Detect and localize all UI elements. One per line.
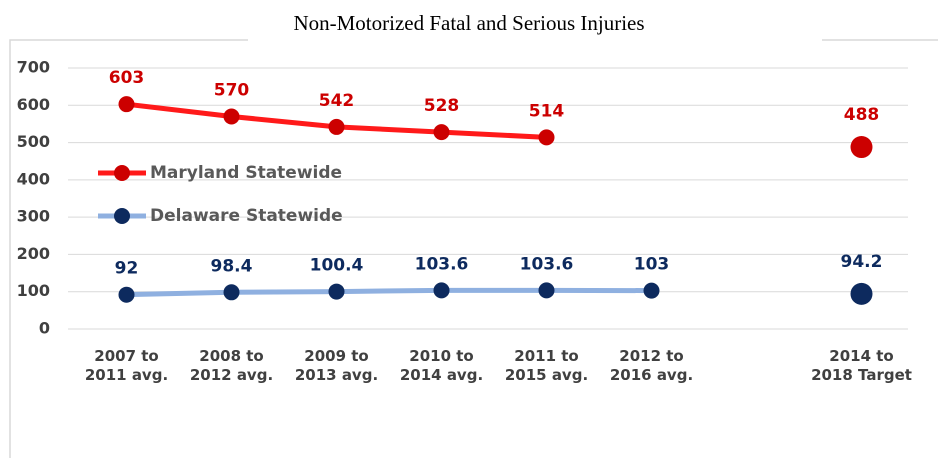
x-tick-label: 2007 to 2011 avg. (85, 347, 168, 384)
x-tick-label: 2010 to 2014 avg. (400, 347, 483, 384)
data-label: 103.6 (415, 254, 469, 274)
y-tick-label: 700 (17, 58, 50, 77)
legend-marker (114, 208, 130, 224)
x-tick-label: 2012 to 2016 avg. (610, 347, 693, 384)
x-tick-label: 2008 to 2012 avg. (190, 347, 273, 384)
data-point (850, 282, 873, 305)
x-tick-label: 2009 to 2013 avg. (295, 347, 378, 384)
y-tick-label: 100 (17, 281, 50, 300)
y-tick-label: 0 (39, 319, 50, 338)
data-label: 103 (634, 255, 670, 275)
data-point (118, 96, 135, 113)
x-tick-label: 2011 to 2015 avg. (505, 347, 588, 384)
data-label: 94.2 (841, 252, 883, 272)
data-point (850, 136, 873, 159)
data-point (538, 282, 555, 299)
x-tick-label: 2014 to 2018 Target (811, 347, 912, 384)
data-label: 514 (529, 101, 565, 121)
data-point (223, 284, 240, 301)
data-point (433, 282, 450, 299)
legend-marker (114, 165, 130, 181)
chart-title: Non-Motorized Fatal and Serious Injuries (293, 11, 644, 35)
data-point (328, 118, 345, 135)
data-label: 103.6 (520, 254, 574, 274)
data-label: 542 (319, 91, 355, 111)
y-tick-label: 300 (17, 207, 50, 226)
data-label: 528 (424, 96, 460, 116)
data-point (433, 124, 450, 141)
data-label: 100.4 (310, 256, 364, 276)
data-point (118, 286, 135, 303)
data-label: 98.4 (211, 256, 253, 276)
y-tick-label: 600 (17, 95, 50, 114)
legend-label: Maryland Statewide (150, 163, 342, 183)
data-label: 570 (214, 80, 250, 100)
data-label: 603 (109, 68, 145, 88)
y-tick-label: 200 (17, 244, 50, 263)
data-point (223, 108, 240, 125)
legend-label: Delaware Statewide (150, 206, 343, 226)
data-label: 488 (844, 105, 880, 125)
data-point (643, 282, 660, 299)
title-background (248, 8, 822, 48)
data-point (328, 283, 345, 300)
frame (9, 39, 938, 458)
y-tick-label: 500 (17, 132, 50, 151)
data-point (538, 129, 555, 146)
y-tick-label: 400 (17, 169, 50, 188)
data-label: 92 (115, 259, 139, 279)
